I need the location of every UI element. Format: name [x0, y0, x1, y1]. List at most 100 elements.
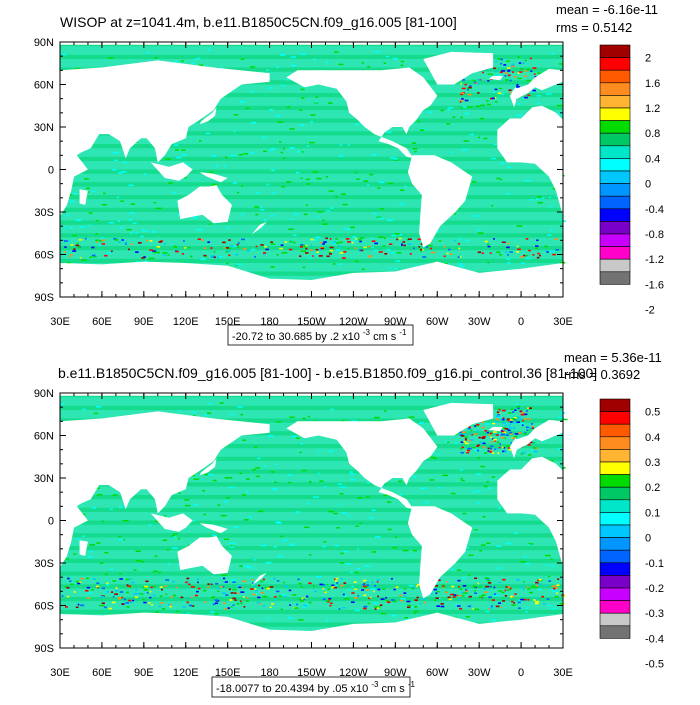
north-atlantic-cell	[474, 81, 477, 84]
southern-ocean-cell	[523, 254, 526, 257]
colorbar-swatch	[599, 145, 631, 159]
southern-ocean-cell	[386, 601, 391, 604]
ocean-speckle	[396, 251, 402, 254]
southern-ocean-cell	[78, 238, 83, 241]
ocean-speckle	[74, 68, 81, 70]
southern-ocean-cell	[322, 598, 326, 601]
colorbar-label: 2	[645, 53, 651, 65]
ocean-speckle	[245, 107, 250, 110]
north-atlantic-cell	[509, 79, 512, 82]
colorbar-swatch	[599, 271, 631, 285]
ocean-speckle	[557, 433, 563, 436]
ocean-speckle	[412, 549, 417, 552]
ocean-speckle	[321, 223, 328, 225]
land-mass	[423, 51, 494, 85]
southern-ocean-cell	[359, 240, 362, 243]
ocean-band	[60, 258, 563, 264]
southern-ocean-cell	[493, 586, 496, 589]
ocean-speckle	[214, 613, 219, 615]
north-atlantic-cell	[503, 447, 506, 449]
southern-ocean-cell	[393, 588, 396, 591]
colorbar-swatch	[599, 486, 631, 501]
southern-ocean-cell	[399, 594, 403, 597]
north-atlantic-cell	[504, 75, 507, 77]
southern-ocean-cell	[368, 255, 372, 258]
ocean-band	[60, 626, 563, 632]
north-atlantic-cell	[468, 426, 471, 429]
colorbar-swatch	[599, 449, 631, 463]
southern-ocean-cell	[379, 604, 383, 607]
north-atlantic-cell	[513, 435, 518, 438]
ocean-speckle	[164, 514, 167, 517]
ocean-speckle	[300, 443, 303, 445]
ocean-speckle	[402, 549, 409, 552]
ocean-speckle	[547, 234, 552, 236]
north-atlantic-cell	[497, 452, 500, 454]
ocean-speckle	[211, 183, 218, 186]
north-atlantic-cell	[522, 451, 526, 454]
southern-ocean-cell	[541, 595, 545, 598]
colorbar-swatch	[599, 246, 631, 260]
ocean-speckle	[223, 500, 228, 503]
southern-ocean-cell	[106, 582, 109, 585]
ocean-speckle	[286, 78, 291, 81]
ocean-speckle	[210, 611, 215, 613]
ocean-speckle	[427, 244, 433, 247]
north-atlantic-cell	[469, 447, 472, 450]
southern-ocean-cell	[149, 596, 152, 599]
ocean-speckle	[544, 554, 551, 557]
north-atlantic-cell	[459, 434, 464, 436]
ocean-band	[60, 533, 563, 538]
southern-ocean-cell	[153, 251, 158, 254]
north-atlantic-cell	[464, 438, 467, 440]
ocean-speckle	[61, 403, 64, 406]
southern-ocean-cell	[320, 247, 324, 250]
ocean-speckle	[236, 191, 240, 194]
southern-ocean-cell	[163, 254, 167, 257]
southern-ocean-cell	[315, 248, 319, 251]
ocean-speckle	[552, 188, 558, 190]
north-atlantic-cell	[525, 426, 529, 429]
southern-ocean-cell	[152, 594, 156, 597]
north-atlantic-cell	[499, 71, 503, 74]
ocean-speckle	[211, 155, 217, 157]
ocean-speckle	[330, 408, 334, 411]
ocean-speckle	[343, 595, 347, 597]
southern-ocean-cell	[446, 581, 448, 583]
colorbar-swatch	[599, 170, 631, 184]
ocean-speckle	[82, 535, 85, 538]
north-atlantic-cell	[510, 442, 513, 444]
southern-ocean-cell	[423, 601, 426, 604]
ocean-speckle	[527, 454, 532, 456]
north-atlantic-cell	[459, 101, 462, 103]
ocean-speckle	[228, 486, 234, 489]
ocean-speckle	[118, 536, 121, 538]
north-atlantic-cell	[477, 92, 480, 94]
southern-ocean-cell	[403, 595, 407, 597]
ocean-speckle	[122, 538, 126, 541]
north-atlantic-cell	[495, 60, 498, 63]
north-atlantic-cell	[531, 442, 535, 444]
ocean-speckle	[499, 178, 503, 181]
ocean-speckle	[119, 572, 122, 575]
southern-ocean-cell	[259, 580, 264, 583]
ocean-speckle	[479, 549, 483, 552]
southern-ocean-cell	[477, 582, 480, 585]
ocean-speckle	[480, 544, 486, 546]
north-atlantic-cell	[502, 422, 507, 424]
southern-ocean-cell	[156, 251, 160, 254]
north-atlantic-cell	[513, 76, 517, 78]
north-atlantic-cell	[463, 440, 467, 443]
ocean-speckle	[536, 95, 542, 97]
ocean-band	[60, 50, 563, 56]
ocean-speckle	[518, 599, 523, 602]
ocean-speckle	[322, 545, 327, 548]
southern-ocean-cell	[532, 599, 536, 601]
ocean-speckle	[544, 245, 549, 248]
ocean-speckle	[241, 185, 244, 187]
ocean-speckle	[303, 245, 308, 248]
ocean-speckle	[511, 604, 516, 606]
southern-ocean-cell	[187, 597, 191, 599]
ocean-speckle	[517, 77, 522, 80]
